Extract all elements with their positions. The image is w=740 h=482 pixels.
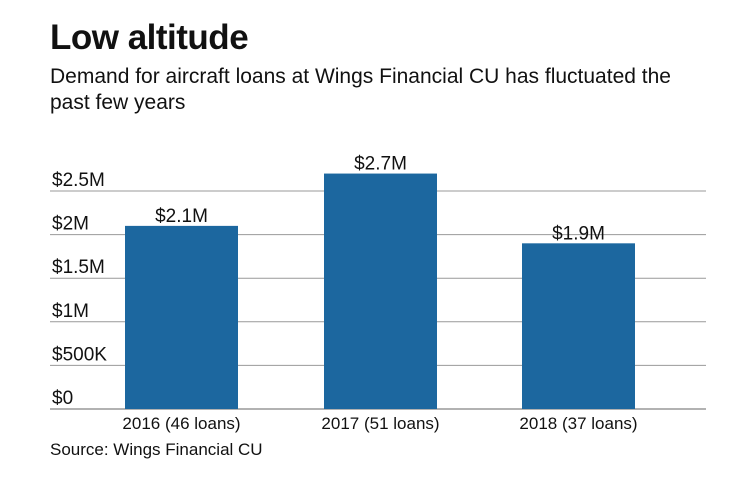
x-tick-label: 2018 (37 loans) (519, 414, 637, 433)
data-label: $2.1M (155, 206, 208, 227)
data-label: $1.9M (552, 223, 605, 244)
chart-title: Low altitude (50, 18, 249, 57)
bar (324, 173, 437, 409)
y-tick-label: $2.5M (52, 170, 105, 191)
y-tick-label: $500K (52, 344, 107, 365)
bar (522, 243, 635, 409)
y-tick-label: $0 (52, 388, 73, 409)
bar (125, 225, 238, 409)
y-tick-label: $1.5M (52, 257, 105, 278)
data-label: $2.7M (354, 154, 407, 175)
source-note: Source: Wings Financial CU (50, 440, 263, 459)
y-tick-label: $1M (52, 301, 89, 322)
chart-subtitle: Demand for aircraft loans at Wings Finan… (50, 65, 671, 114)
y-tick-label: $2M (52, 214, 89, 235)
x-tick-label: 2016 (46 loans) (122, 414, 240, 433)
x-tick-label: 2017 (51 loans) (321, 414, 439, 433)
